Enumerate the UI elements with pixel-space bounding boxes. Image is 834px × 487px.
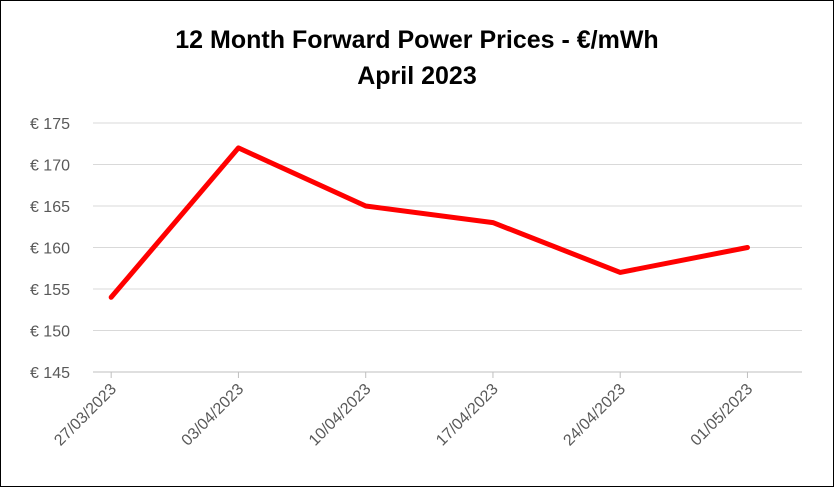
x-tick-label: 24/04/2023 [560,381,629,450]
y-tick-label: € 145 [30,365,70,382]
x-tick-label: 01/05/2023 [688,381,757,450]
y-axis-ticks: € 145 € 150 € 155 € 160 € 165 € 170 € 175 [30,116,70,382]
x-axis: 27/03/2023 03/04/2023 10/04/2023 17/04/2023… [51,372,756,449]
series-layer [108,145,750,300]
y-tick-label: € 170 [30,158,70,175]
chart-title-block: 12 Month Forward Power Prices - €/mWh Ap… [0,22,834,94]
y-tick-label: € 175 [30,116,70,133]
chart-title: 12 Month Forward Power Prices - €/mWh [175,26,659,54]
y-tick-label: € 155 [30,282,70,299]
x-tick-label: 27/03/2023 [51,381,120,450]
y-tick-label: € 165 [30,199,70,216]
x-tick-label: 17/04/2023 [433,381,502,450]
y-tick-label: € 150 [30,324,70,341]
y-tick-label: € 160 [30,241,70,258]
series-line [108,145,750,300]
chart-subtitle: April 2023 [357,62,477,90]
gridlines [93,122,802,373]
x-tick-label: 03/04/2023 [179,381,248,450]
x-tick-label: 10/04/2023 [306,381,375,450]
